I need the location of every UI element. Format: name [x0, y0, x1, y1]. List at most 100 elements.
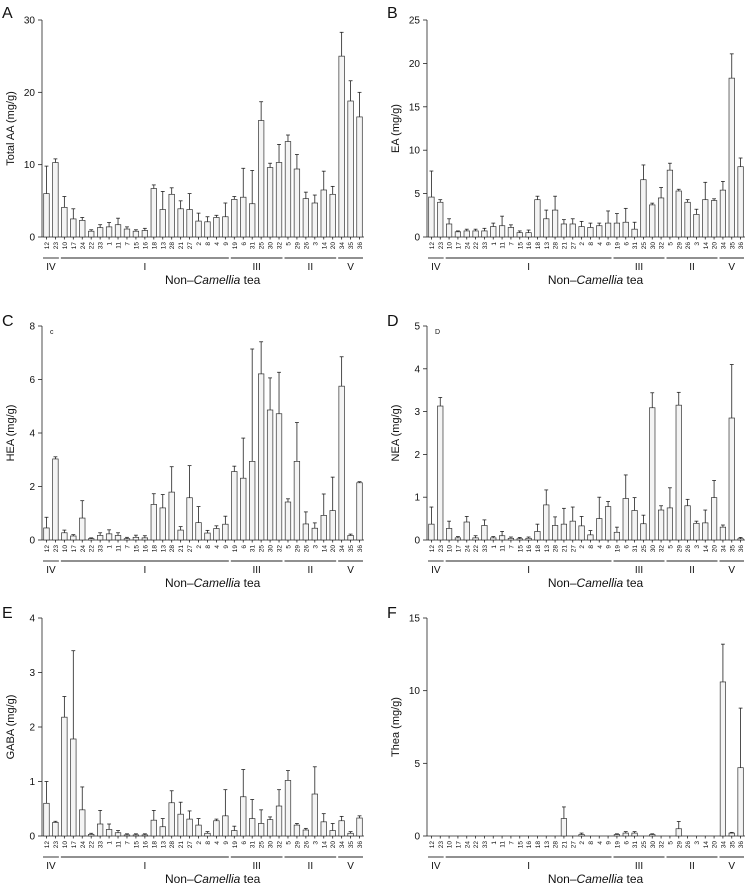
bar-b-6 [622, 221, 629, 238]
y-tick-label-e: 3 [29, 668, 35, 679]
x-axis-label-part: Non– [165, 872, 194, 884]
x-tick-label-a: 15 [133, 242, 140, 250]
x-tick-label-e: 5 [285, 841, 292, 845]
bar-a-13 [159, 209, 166, 238]
bar-d-2 [578, 525, 585, 541]
bar-c-26 [302, 523, 309, 541]
bar-c-25 [258, 373, 265, 541]
x-tick-label-e: 36 [357, 841, 364, 849]
x-tick-label-e: 24 [80, 841, 87, 849]
x-tick-label-b: 23 [438, 242, 445, 250]
x-tick-label-b: 33 [482, 242, 489, 250]
x-tick-label-a: 5 [285, 242, 292, 246]
x-tick-label-d: 22 [473, 545, 480, 553]
bar-f-31 [631, 832, 638, 837]
bar-d-27 [569, 520, 576, 541]
bar-e-27 [186, 818, 193, 837]
x-tick-label-d: 4 [597, 545, 604, 549]
bar-c-11 [114, 535, 122, 541]
bar-b-25 [640, 179, 647, 238]
x-tick-label-c: 18 [151, 545, 158, 553]
y-tick-label-a: 10 [24, 160, 36, 171]
x-tick-label-e: 15 [133, 841, 140, 849]
bar-d-7 [507, 537, 515, 541]
x-tick-label-e: 19 [232, 841, 239, 849]
bar-c-4 [213, 528, 220, 541]
bar-c-18 [150, 504, 157, 541]
bar-c-3 [311, 527, 318, 541]
bar-a-1 [105, 226, 113, 238]
bar-a-12 [43, 193, 50, 238]
x-axis-label-f: Non–Camellia tea [548, 872, 644, 884]
bar-d-30 [649, 407, 656, 541]
x-tick-label-b: 11 [500, 242, 507, 249]
x-tick-label-e: 27 [187, 841, 194, 849]
x-tick-label-c: 7 [124, 545, 131, 549]
group-label-f: II [689, 861, 695, 872]
group-label-c: II [308, 565, 314, 576]
bar-d-33 [481, 525, 488, 541]
x-tick-label-d: 25 [641, 545, 648, 553]
bar-b-7 [507, 227, 515, 238]
x-tick-label-b: 12 [429, 242, 436, 250]
bar-d-25 [640, 523, 647, 541]
group-label-d: III [635, 565, 643, 576]
x-tick-label-e: 11 [116, 841, 123, 848]
bar-b-4 [596, 225, 603, 238]
x-axis-label-part: tea [623, 273, 643, 287]
panel-letter-e: E [2, 605, 13, 622]
group-label-e: IV [46, 861, 56, 872]
y-tick-label-b: 10 [409, 146, 421, 157]
y-tick-label-d: 2 [414, 450, 420, 461]
bar-f-29 [675, 828, 682, 837]
x-tick-label-f: 12 [429, 841, 436, 849]
y-tick-label-d: 0 [414, 536, 420, 547]
group-label-b: I [527, 262, 530, 273]
bar-f-36 [737, 767, 744, 837]
x-tick-label-d: 15 [517, 545, 524, 553]
bar-d-11 [498, 535, 506, 541]
y-tick-label-b: 25 [409, 16, 421, 27]
bar-a-19 [231, 199, 238, 238]
x-tick-label-d: 24 [464, 545, 471, 553]
x-axis-label-part: Non– [548, 872, 577, 884]
bar-b-3 [693, 214, 700, 238]
x-tick-label-f: 31 [632, 841, 639, 849]
x-tick-label-c: 6 [241, 545, 248, 549]
x-tick-label-f: 28 [553, 841, 560, 849]
x-tick-label-e: 16 [142, 841, 149, 849]
bar-a-32 [275, 162, 283, 238]
x-tick-label-a: 17 [71, 242, 78, 250]
x-tick-label-d: 33 [482, 545, 489, 553]
x-tick-label-b: 21 [561, 242, 568, 250]
bar-c-7 [123, 538, 131, 541]
bar-a-18 [150, 188, 157, 238]
bar-b-18 [534, 199, 541, 238]
x-tick-label-f: 16 [526, 841, 533, 849]
x-tick-label-e: 12 [44, 841, 51, 849]
x-tick-label-c: 2 [196, 545, 203, 549]
x-tick-label-b: 18 [535, 242, 542, 250]
x-axis-label-part: Non– [165, 273, 194, 287]
bar-c-36 [356, 482, 363, 541]
x-tick-label-f: 21 [561, 841, 568, 849]
bar-e-16 [141, 834, 148, 837]
bar-b-10 [445, 223, 453, 238]
x-tick-label-b: 7 [508, 242, 515, 246]
bar-a-17 [70, 218, 77, 238]
y-tick-label-e: 0 [29, 832, 35, 843]
x-tick-label-a: 14 [321, 242, 328, 250]
x-tick-label-e: 4 [214, 841, 221, 845]
x-tick-label-c: 17 [71, 545, 78, 553]
bar-d-15 [516, 538, 523, 541]
bar-d-9 [604, 506, 612, 541]
x-tick-label-c: 26 [303, 545, 310, 553]
x-tick-label-f: 22 [473, 841, 480, 849]
x-tick-label-a: 24 [80, 242, 87, 250]
x-tick-label-b: 35 [729, 242, 736, 250]
x-tick-label-f: 8 [588, 841, 595, 845]
bar-c-32 [275, 413, 283, 541]
bar-d-29 [675, 404, 682, 541]
x-tick-label-c: 31 [250, 545, 257, 553]
x-tick-label-e: 6 [241, 841, 248, 845]
